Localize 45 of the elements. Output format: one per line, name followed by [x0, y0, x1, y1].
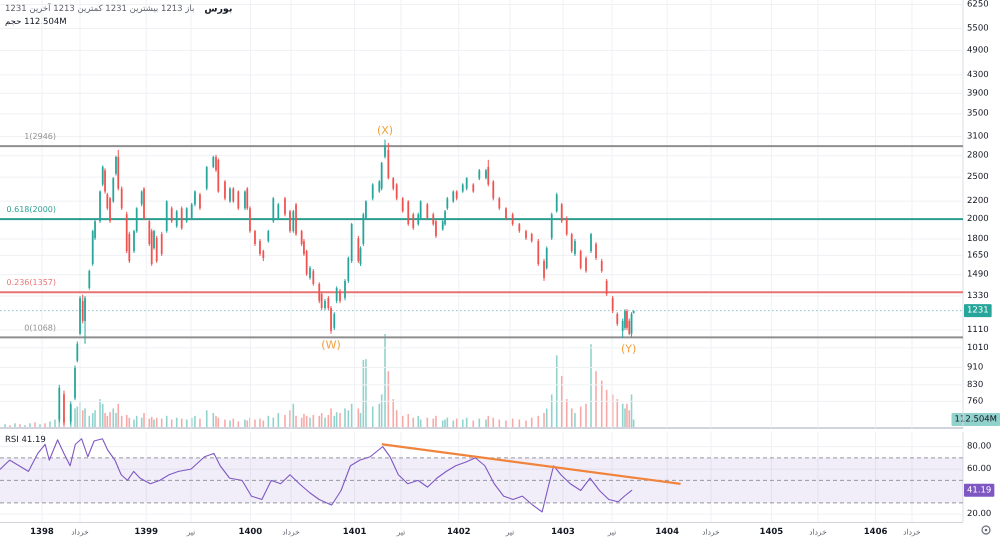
- y-tick-label: 80.00: [967, 442, 992, 452]
- y-tick-label: 1800: [967, 234, 989, 244]
- y-tick-label: 1330: [967, 290, 989, 301]
- annotation: (Y): [620, 342, 636, 356]
- annotation: (X): [376, 124, 394, 138]
- y-tick-label: 910: [967, 362, 984, 372]
- x-tick-label: 1401: [342, 527, 366, 537]
- x-tick-label: 1404: [655, 527, 680, 537]
- y-tick-label: 3900: [967, 88, 989, 98]
- y-tick-label: 20.00: [967, 509, 992, 520]
- y-tick-label: 3100: [967, 132, 989, 142]
- ref-line-label: 0(1068): [24, 323, 56, 332]
- x-tick-label: 1406: [864, 527, 888, 537]
- y-tick-label: 760: [967, 396, 984, 406]
- ref-line-label: 0.236(1357): [6, 278, 56, 288]
- chart-title: RSI 41.19: [5, 435, 46, 445]
- y-tick-label: 2500: [967, 172, 989, 182]
- y-tick-label: 2800: [967, 150, 989, 161]
- chart-title: بورس: [204, 4, 232, 14]
- y-tick-label: 3500: [967, 108, 989, 119]
- x-tick-label: 1403: [551, 527, 575, 537]
- annotation: (W): [321, 338, 341, 352]
- y-tick-label: 4900: [967, 45, 989, 56]
- y-tick-label: 6250: [967, 0, 989, 10]
- ref-line-label: 0.618(2000): [6, 205, 56, 214]
- y-tick-label: 1490: [967, 270, 989, 280]
- y-tick-label: 4300: [967, 70, 989, 80]
- y-tick-label: 1650: [967, 250, 989, 260]
- text: 41.19: [967, 485, 992, 496]
- y-tick-label: 2000: [967, 214, 989, 224]
- x-tick-label: 1405: [760, 527, 784, 537]
- ref-line-label: 1(2946): [24, 132, 56, 142]
- x-tick-label: 1398: [30, 527, 54, 537]
- y-tick-label: 2200: [967, 196, 989, 206]
- y-tick-label: 1110: [967, 325, 989, 336]
- y-tick-label: 5500: [967, 24, 989, 34]
- annotation: 112.504M: [954, 414, 997, 425]
- text: 1231: [967, 306, 989, 316]
- y-tick-label: 60.00: [967, 464, 992, 474]
- x-tick-label: 1402: [446, 527, 471, 537]
- y-tick-label: 830: [967, 380, 984, 390]
- x-tick-label: 1399: [134, 527, 158, 537]
- text: باز 1213 بیشترین 1231 کمترین 1213 آخرین 1231: [5, 3, 194, 14]
- x-tick-label: 1400: [238, 527, 262, 537]
- y-tick-label: 1010: [967, 342, 989, 353]
